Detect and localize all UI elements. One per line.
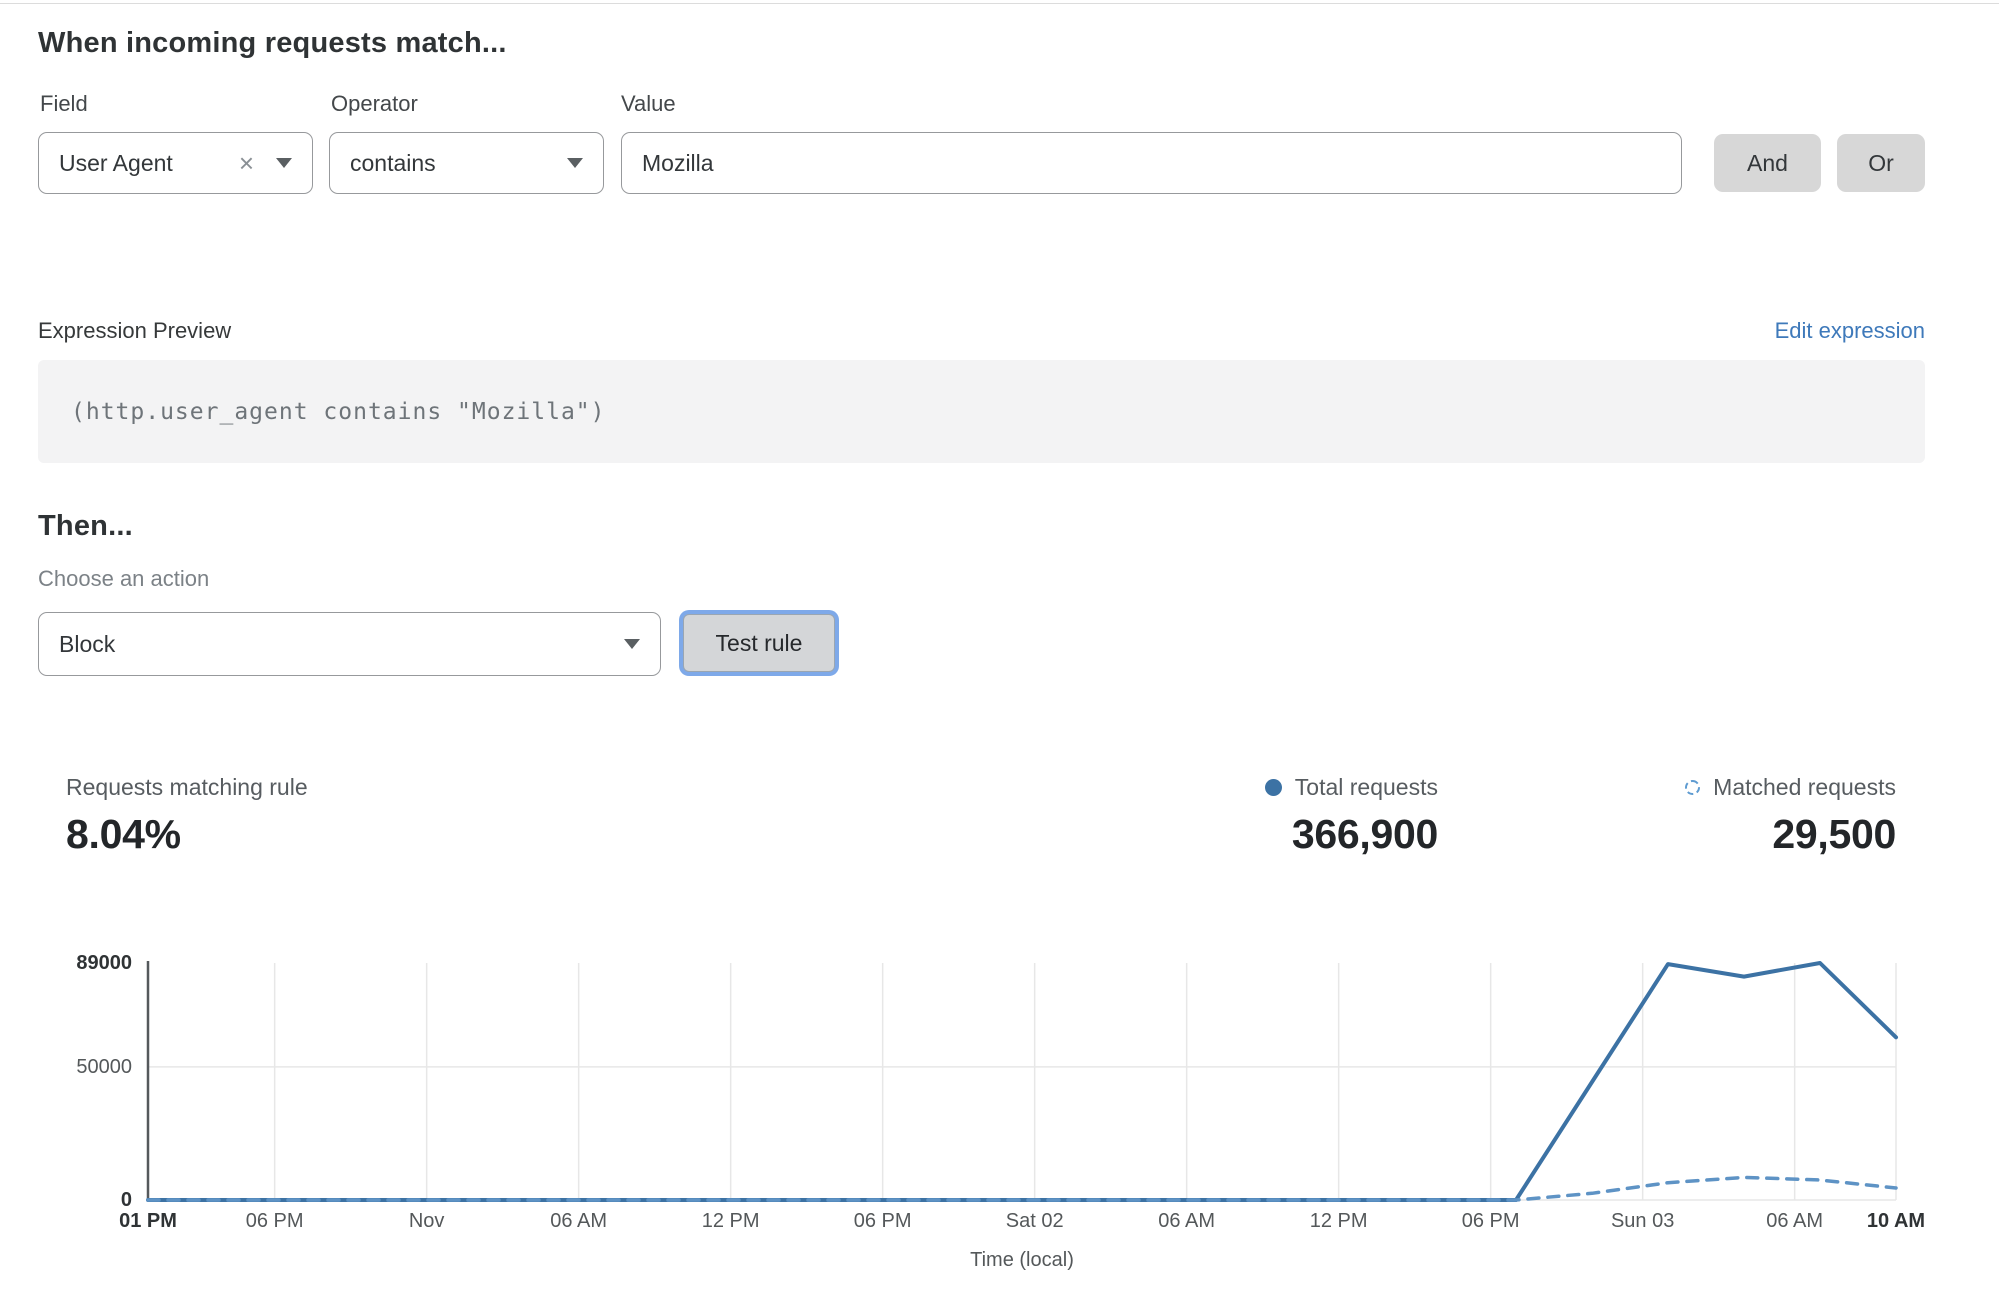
expression-preview-label: Expression Preview: [38, 318, 232, 343]
ytick-label: 89000: [76, 952, 132, 974]
xtick-label: Sun 03: [1610, 1210, 1675, 1232]
expression-code: (http.user_agent contains "Mozilla"): [71, 398, 606, 425]
top-divider: [0, 3, 1999, 4]
page-heading: When incoming requests match...: [38, 27, 507, 59]
operator-select-value: contains: [350, 149, 436, 176]
choose-action-label: Choose an action: [38, 566, 210, 591]
xtick-label: 12 PM: [701, 1210, 760, 1232]
xtick-label: 12 PM: [1309, 1210, 1368, 1232]
xtick-label: Sat 02: [1005, 1210, 1064, 1232]
edit-expression-link[interactable]: Edit expression: [1774, 318, 1925, 343]
expression-code-block: (http.user_agent contains "Mozilla"): [38, 360, 1925, 463]
requests-matching-label: Requests matching rule: [66, 774, 308, 800]
action-select[interactable]: Block: [38, 612, 661, 676]
matched-requests-label: Matched requests: [1713, 774, 1896, 800]
xtick-label: 06 PM: [245, 1210, 304, 1232]
field-select[interactable]: User Agent ×: [38, 132, 313, 194]
matched-requests-legend: Matched requests 29,500: [1685, 774, 1896, 858]
chevron-down-icon[interactable]: [276, 158, 292, 168]
total-requests-dot-icon: [1264, 779, 1282, 796]
operator-label: Operator: [331, 91, 418, 116]
value-input[interactable]: [621, 132, 1682, 194]
or-button[interactable]: Or: [1837, 134, 1925, 192]
ytick-label: 50000: [76, 1055, 132, 1078]
field-select-value: User Agent: [59, 149, 173, 176]
operator-select[interactable]: contains: [329, 132, 604, 194]
matched-requests-dashed-circle-icon: [1685, 780, 1701, 795]
and-button[interactable]: And: [1714, 134, 1821, 192]
xtick-label: 06 PM: [853, 1210, 912, 1232]
xtick-label: Nov: [408, 1210, 445, 1232]
time-axis-label: Time (local): [970, 1249, 1074, 1271]
xtick-label: 06 AM: [550, 1210, 608, 1232]
chevron-down-icon[interactable]: [624, 639, 640, 649]
requests-matching-stat: Requests matching rule 8.04%: [66, 774, 308, 858]
xtick-label: 10 AM: [1866, 1210, 1926, 1232]
total-requests-legend: Total requests 366,900: [1264, 774, 1438, 858]
action-select-value: Block: [59, 630, 116, 657]
then-heading: Then...: [38, 510, 133, 542]
xtick-label: 06 PM: [1461, 1210, 1520, 1232]
xtick-label: 01 PM: [119, 1210, 177, 1232]
requests-chart: 89000 50000 0 01 PM 06 PM Nov 06 AM 12 PM 06 PM…: [0, 930, 1999, 1290]
value-label: Value: [621, 91, 676, 116]
field-label: Field: [40, 91, 88, 116]
chevron-down-icon[interactable]: [567, 158, 583, 168]
xtick-label: 06 AM: [1158, 1210, 1216, 1232]
ytick-label: 0: [120, 1189, 132, 1211]
chart-svg: [146, 961, 1898, 1202]
test-rule-button[interactable]: Test rule: [683, 614, 835, 672]
total-requests-label: Total requests: [1294, 774, 1438, 800]
total-requests-value: 366,900: [1291, 811, 1438, 857]
clear-icon[interactable]: ×: [238, 148, 254, 178]
requests-matching-value: 8.04%: [66, 811, 181, 857]
matched-requests-value: 29,500: [1772, 811, 1896, 857]
xtick-label: 06 AM: [1766, 1210, 1824, 1232]
